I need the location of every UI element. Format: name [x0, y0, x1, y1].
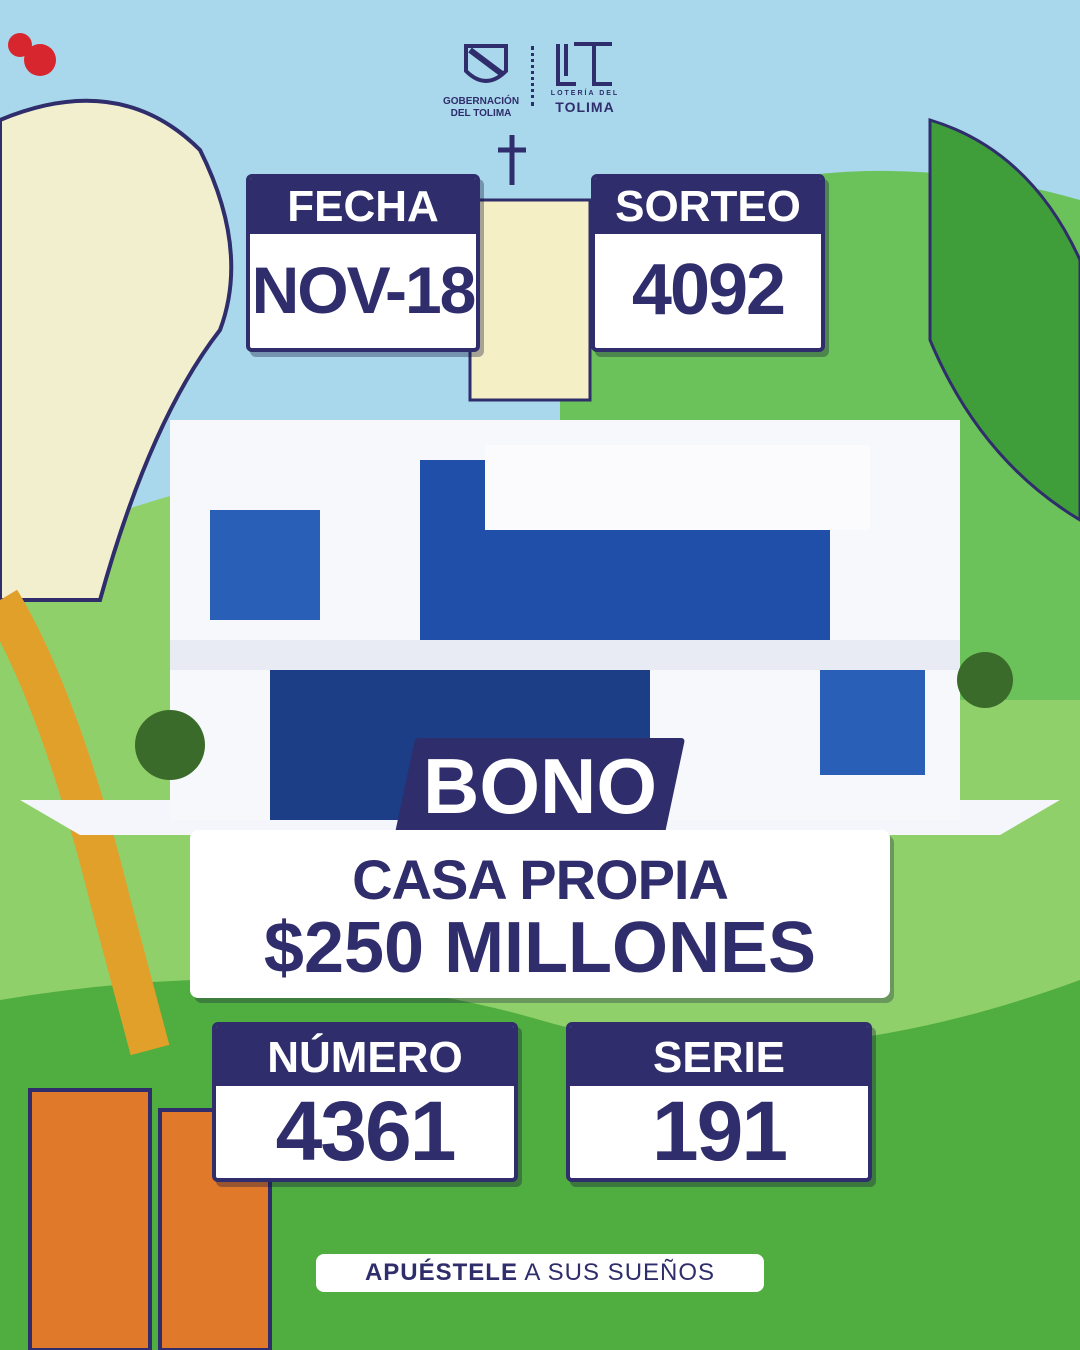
bono-label: BONO — [423, 742, 657, 830]
loteria-logo-icon — [556, 42, 612, 86]
gobernacion-logo-text: GOBERNACIÓN DEL TOLIMA — [442, 96, 520, 119]
prize-card: CASA PROPIA $250 MILLONES — [190, 830, 890, 998]
serie-label: SERIE — [570, 1026, 868, 1086]
loteria-logo-small-text: LOTERÍA DEL — [550, 90, 620, 97]
tagline: APUÉSTELE A SUS SUEÑOS — [316, 1254, 764, 1292]
numero-card: NÚMERO 4361 — [212, 1022, 518, 1182]
logo-divider — [531, 46, 534, 106]
bono-banner: BONO — [394, 738, 686, 834]
serie-value: 191 — [651, 1084, 788, 1178]
tagline-bold: APUÉSTELE — [364, 1259, 518, 1286]
tolima-coat-of-arms-icon — [464, 44, 508, 83]
numero-label: NÚMERO — [216, 1026, 514, 1086]
tagline-rest: A SUS SUEÑOS — [517, 1259, 716, 1286]
sorteo-label: SORTEO — [595, 178, 821, 234]
logos: GOBERNACIÓN DEL TOLIMA LOTERÍA DEL TOLIM… — [436, 36, 626, 126]
fecha-label: FECHA — [250, 178, 476, 234]
prize-line1: CASA PROPIA — [352, 848, 729, 911]
loteria-logo-big-text: TOLIMA — [555, 99, 615, 115]
prize-line2: $250 MILLONES — [263, 908, 817, 988]
sorteo-card: SORTEO 4092 — [591, 174, 825, 352]
numero-value: 4361 — [275, 1084, 457, 1178]
fecha-card: FECHA NOV-18 — [246, 174, 480, 352]
serie-card: SERIE 191 — [566, 1022, 872, 1182]
sorteo-value: 4092 — [631, 250, 786, 330]
fecha-value: NOV-18 — [251, 253, 476, 327]
